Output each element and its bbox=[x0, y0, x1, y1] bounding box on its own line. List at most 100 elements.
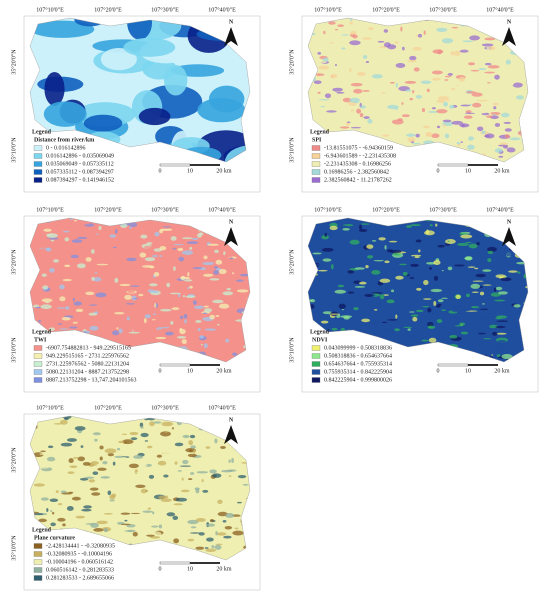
map-patch bbox=[201, 479, 204, 483]
map-patch bbox=[128, 222, 138, 228]
map-patch bbox=[166, 241, 176, 243]
map-patch bbox=[152, 238, 156, 244]
map-patch bbox=[467, 144, 475, 150]
map-patch bbox=[140, 432, 149, 438]
map-patch bbox=[179, 465, 192, 467]
legend-label: 2731.225976562 - 5080.22131204 bbox=[46, 361, 129, 367]
map-patch bbox=[114, 312, 125, 315]
map-patch bbox=[437, 303, 442, 306]
latitude-label: 35°10'0"N bbox=[288, 137, 295, 163]
map-patch bbox=[71, 496, 81, 501]
map-patch bbox=[118, 328, 123, 334]
map-panel: 107°10'0"E 107°20'0"E 107°30'0"E 107°40'0"E… bbox=[288, 6, 539, 193]
map-patch bbox=[57, 517, 66, 522]
map-patch bbox=[186, 241, 199, 245]
map-patch bbox=[476, 126, 484, 132]
legend-label: 0.281283533 - 2.689655066 bbox=[46, 575, 114, 581]
map-patch bbox=[137, 333, 140, 339]
map-patch bbox=[160, 498, 172, 502]
map-patch bbox=[312, 252, 322, 255]
map-patch bbox=[504, 304, 512, 307]
map-patch bbox=[39, 453, 49, 456]
map-patch bbox=[455, 294, 461, 299]
map-patch bbox=[509, 137, 521, 141]
map-patch bbox=[88, 312, 98, 316]
map-patch bbox=[373, 314, 380, 319]
map-patch bbox=[139, 252, 147, 258]
map-patch bbox=[55, 490, 59, 493]
map-patch bbox=[156, 324, 164, 328]
map-patch bbox=[162, 226, 171, 228]
map-patch bbox=[321, 235, 329, 240]
latitude-label: 35°20'0"N bbox=[10, 49, 17, 75]
map-patch bbox=[172, 515, 179, 521]
legend-swatch bbox=[33, 559, 43, 565]
map-patch bbox=[328, 313, 341, 315]
map-patch bbox=[190, 445, 196, 449]
legend-swatch bbox=[33, 575, 43, 581]
map-patch bbox=[342, 227, 350, 231]
map-patch bbox=[144, 519, 157, 522]
map-patch bbox=[182, 434, 190, 439]
map-patch bbox=[65, 306, 70, 310]
map-patch bbox=[441, 309, 447, 311]
map-patch bbox=[391, 119, 404, 125]
map-patch bbox=[445, 239, 456, 244]
map-patch bbox=[468, 243, 478, 249]
legend-swatch bbox=[311, 145, 321, 151]
map-patch bbox=[475, 273, 486, 278]
map-patch bbox=[421, 305, 430, 308]
map-patch bbox=[330, 232, 333, 238]
map-patch bbox=[383, 294, 389, 296]
map-patch bbox=[377, 40, 385, 43]
map-patch bbox=[79, 477, 89, 481]
legend-swatch bbox=[33, 567, 43, 573]
map-patch bbox=[505, 59, 511, 65]
map-patch bbox=[433, 260, 441, 266]
map-patch bbox=[493, 106, 497, 110]
map-patch bbox=[483, 338, 492, 340]
map-patch bbox=[173, 538, 180, 544]
map-patch bbox=[109, 494, 116, 500]
legend-title: Legend bbox=[310, 329, 330, 335]
legend-swatch bbox=[311, 153, 321, 159]
map-patch bbox=[495, 130, 505, 136]
map-patch bbox=[33, 442, 39, 445]
map-patch bbox=[500, 112, 510, 118]
map-patch bbox=[409, 311, 415, 313]
map-patch bbox=[407, 328, 411, 331]
map-patch bbox=[493, 113, 496, 116]
scale-bar bbox=[159, 163, 191, 167]
legend-swatch bbox=[33, 161, 43, 167]
map-patch bbox=[425, 134, 432, 136]
map-patch bbox=[142, 463, 148, 467]
map-patch bbox=[159, 229, 163, 234]
map-patch bbox=[478, 108, 488, 114]
map-patch bbox=[203, 305, 209, 308]
map-patch bbox=[436, 319, 443, 323]
scale-label: 0 bbox=[437, 368, 440, 374]
map-patch bbox=[441, 38, 454, 44]
map-patch bbox=[45, 247, 52, 252]
map-patch bbox=[157, 328, 163, 332]
map-patch bbox=[59, 296, 66, 302]
map-patch bbox=[169, 292, 181, 295]
legend-label: 0.016142896 - 0.035069049 bbox=[46, 153, 114, 159]
map-patch bbox=[74, 426, 86, 431]
map-patch bbox=[384, 327, 396, 334]
map-patch bbox=[227, 469, 237, 472]
map-patch bbox=[418, 249, 421, 253]
map-patch bbox=[184, 319, 187, 324]
map-patch bbox=[405, 89, 412, 92]
map-patch bbox=[465, 297, 471, 299]
map-patch bbox=[186, 483, 198, 488]
map-patch bbox=[487, 258, 492, 262]
map-patch bbox=[121, 433, 128, 435]
map-patch bbox=[468, 136, 475, 141]
map-patch bbox=[171, 427, 174, 430]
map-patch bbox=[320, 320, 329, 324]
map-patch bbox=[195, 518, 206, 522]
map-patch bbox=[365, 60, 370, 63]
map-patch bbox=[124, 294, 132, 300]
map-patch bbox=[42, 285, 49, 290]
